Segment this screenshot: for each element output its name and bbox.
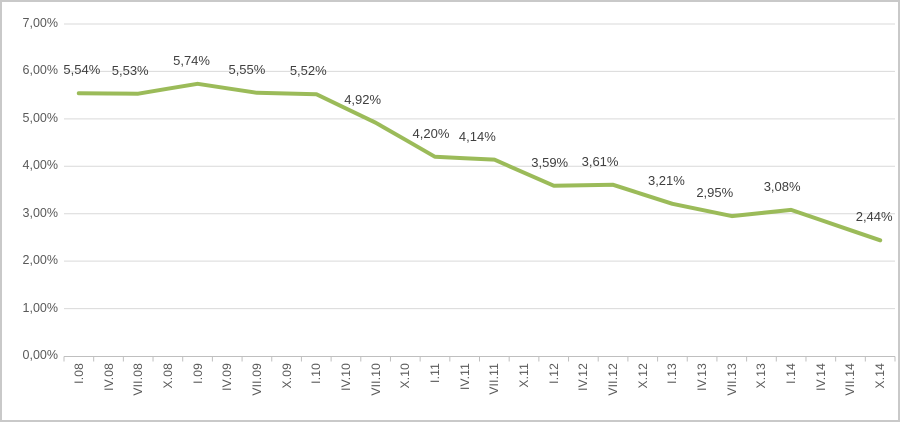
y-axis-tick-label: 1,00% [22, 300, 58, 315]
x-axis-tick-label: X.10 [398, 363, 413, 389]
y-axis-tick-label: 4,00% [22, 158, 58, 173]
data-label: 5,55% [228, 61, 266, 77]
x-axis-tick-label: IV.08 [101, 363, 116, 391]
x-axis-tick-label: VII.09 [249, 363, 264, 396]
data-label: 3,59% [531, 154, 569, 170]
x-axis-tick-label: IV.09 [220, 363, 235, 391]
x-axis-tick-label: X.11 [517, 363, 532, 388]
x-axis-tick-label: I.09 [190, 363, 205, 384]
y-axis-tick-label: 0,00% [22, 348, 58, 362]
data-label: 5,74% [173, 52, 210, 68]
y-axis-tick-label: 7,00% [22, 16, 58, 30]
x-axis-tick-label: I.08 [71, 363, 86, 384]
x-axis-tick-label: VII.10 [368, 363, 383, 396]
x-axis-tick-label: I.12 [546, 363, 561, 384]
x-axis-tick-label: I.11 [427, 363, 442, 383]
y-axis-tick-label: 6,00% [22, 63, 58, 78]
y-axis-tick-label: 3,00% [22, 205, 58, 220]
data-label: 4,14% [458, 128, 496, 144]
x-axis-tick-label: I.10 [309, 363, 324, 384]
data-label: 2,44% [855, 209, 893, 225]
x-axis-tick-label: I.13 [665, 363, 680, 384]
x-axis-tick-label: X.12 [635, 363, 650, 389]
data-label: 3,08% [763, 178, 801, 194]
data-label: 5,54% [63, 62, 101, 78]
x-axis-tick-label: X.09 [279, 363, 294, 389]
x-axis-tick-label: I.14 [784, 363, 799, 384]
x-axis-tick-label: VII.13 [724, 363, 739, 396]
data-label: 5,52% [289, 63, 327, 79]
x-axis-tick-label: IV.10 [338, 363, 353, 391]
y-axis-tick-label: 2,00% [22, 253, 58, 268]
data-label: 5,53% [111, 62, 149, 78]
series-line [76, 81, 883, 243]
data-label: 4,92% [344, 91, 382, 107]
data-label: 3,61% [581, 153, 619, 169]
x-axis-tick-label: IV.14 [813, 363, 828, 391]
x-axis-tick-label: VII.08 [131, 363, 146, 396]
data-label: 4,20% [412, 125, 450, 141]
x-axis-tick-label: IV.12 [576, 363, 591, 391]
data-label: 2,95% [696, 185, 734, 201]
x-axis-tick-label: VII.14 [843, 363, 858, 396]
x-axis-tick-label: IV.13 [695, 363, 710, 391]
x-axis-tick-label: X.14 [873, 363, 888, 389]
x-axis-tick-label: IV.11 [457, 363, 472, 391]
x-axis-tick-label: X.08 [160, 363, 175, 389]
y-axis-tick-label: 5,00% [22, 110, 58, 125]
x-axis-tick-label: VII.11 [487, 363, 502, 395]
x-axis-tick-label: X.13 [754, 363, 769, 389]
x-axis-tick-label: VII.12 [606, 363, 621, 396]
data-label: 3,21% [647, 172, 685, 188]
